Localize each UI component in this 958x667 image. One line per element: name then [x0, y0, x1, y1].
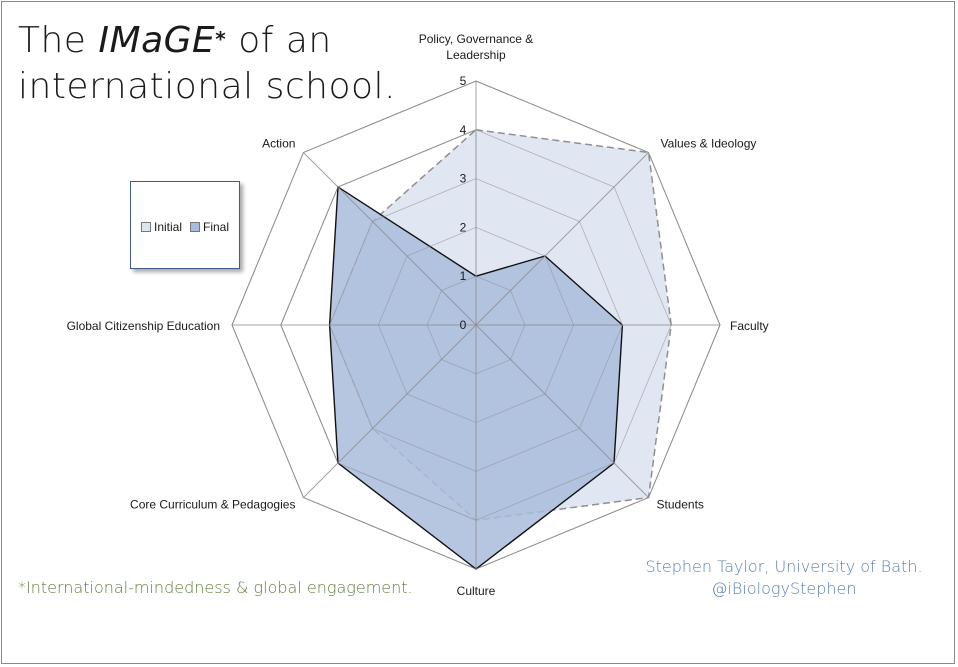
- spoke-3: [475, 324, 649, 498]
- spoke-5: [303, 324, 477, 498]
- spokes: [231, 80, 721, 570]
- legend-swatch-initial: [141, 222, 151, 232]
- grid-ring-overlay-3: [329, 178, 623, 472]
- legend-label-final: Final: [203, 220, 230, 234]
- legend-swatch-final: [190, 222, 201, 232]
- grid-ring-overlay-1: [426, 275, 526, 375]
- author-credit: Stephen Taylor, University of Bath. @iBi…: [634, 556, 934, 600]
- axis-label-4: Culture: [457, 584, 496, 598]
- tick-label-3: 3: [460, 172, 467, 186]
- axis-label-5: Core Curriculum & Pedagogies: [130, 498, 295, 512]
- axis-label-7: Action: [262, 136, 295, 150]
- chart-legend: Initial Final: [130, 181, 240, 269]
- axis-label-0: Policy, Governance & Leadership: [419, 32, 534, 62]
- title-emphasis: IMaGE: [98, 20, 216, 61]
- tick-label-2: 2: [460, 220, 467, 234]
- legend-label-initial: Initial: [154, 220, 183, 234]
- axis-label-3: Students: [657, 498, 704, 512]
- title-prefix: The: [18, 20, 99, 61]
- credit-name: Stephen Taylor, University of Bath.: [645, 557, 923, 576]
- legend-item-final: Final: [190, 220, 229, 234]
- title-suffix: of an: [226, 20, 332, 61]
- grid-ring-overlay-5: [231, 80, 721, 570]
- tick-label-1: 1: [460, 269, 467, 283]
- spoke-7: [303, 152, 477, 326]
- legend-item-initial: Initial: [141, 220, 182, 234]
- credit-handle: @iBiologyStephen: [711, 579, 857, 598]
- title-asterisk: *: [215, 27, 227, 51]
- tick-label-5: 5: [460, 74, 467, 88]
- grid-ring-overlay-2: [377, 226, 575, 424]
- tick-label-4: 4: [460, 123, 467, 137]
- axis-label-6: Global Citizenship Education: [67, 319, 220, 333]
- axis-label-1: Values & Ideology: [661, 136, 757, 150]
- spoke-1: [475, 152, 649, 326]
- tick-label-0: 0: [460, 318, 467, 332]
- grid-ring-overlay-4: [280, 129, 672, 521]
- title-line-2: international school.: [18, 66, 396, 107]
- axis-label-2: Faculty: [730, 319, 769, 333]
- footnote: *International-mindedness & global engag…: [18, 578, 413, 597]
- page-title: The IMaGE* of an international school.: [18, 18, 396, 110]
